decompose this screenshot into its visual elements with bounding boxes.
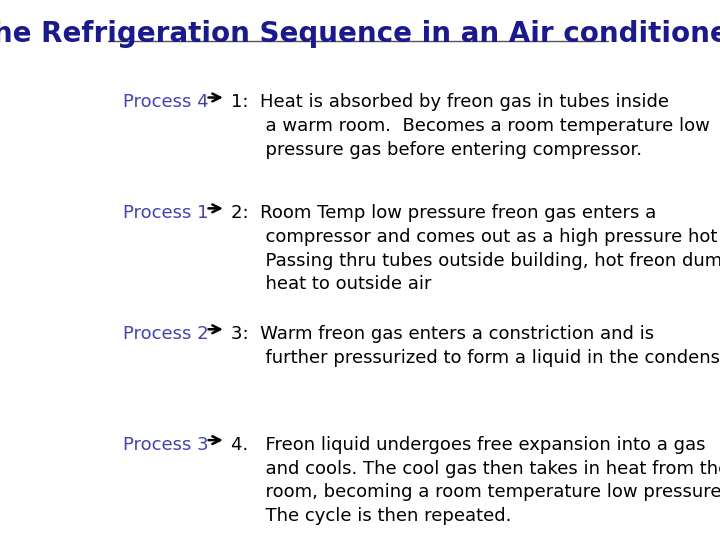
Text: Process 3: Process 3 — [123, 436, 209, 454]
Text: 4.   Freon liquid undergoes free expansion into a gas
      and cools. The cool : 4. Freon liquid undergoes free expansion… — [230, 436, 720, 525]
Text: Process 4: Process 4 — [123, 93, 209, 111]
Text: 3:  Warm freon gas enters a constriction and is
      further pressurized to for: 3: Warm freon gas enters a constriction … — [230, 325, 720, 367]
Text: The Refrigeration Sequence in an Air conditioner: The Refrigeration Sequence in an Air con… — [0, 21, 720, 49]
Text: Process 1: Process 1 — [123, 204, 209, 222]
Text: 2:  Room Temp low pressure freon gas enters a
      compressor and comes out as : 2: Room Temp low pressure freon gas ente… — [230, 204, 720, 293]
Text: Process 2: Process 2 — [123, 325, 209, 343]
Text: 1:  Heat is absorbed by freon gas in tubes inside
      a warm room.  Becomes a : 1: Heat is absorbed by freon gas in tube… — [230, 93, 710, 159]
